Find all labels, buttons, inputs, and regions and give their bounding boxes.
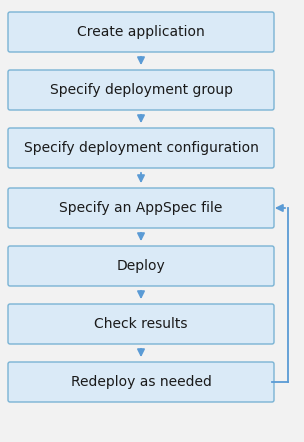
FancyBboxPatch shape	[8, 246, 274, 286]
Text: Redeploy as needed: Redeploy as needed	[71, 375, 212, 389]
Text: Specify deployment group: Specify deployment group	[50, 83, 233, 97]
Text: Deploy: Deploy	[117, 259, 165, 273]
FancyBboxPatch shape	[8, 12, 274, 52]
Text: Specify an AppSpec file: Specify an AppSpec file	[59, 201, 223, 215]
FancyBboxPatch shape	[8, 304, 274, 344]
FancyBboxPatch shape	[8, 362, 274, 402]
FancyBboxPatch shape	[8, 188, 274, 228]
Text: Specify deployment configuration: Specify deployment configuration	[24, 141, 258, 155]
Text: Create application: Create application	[77, 25, 205, 39]
FancyBboxPatch shape	[8, 70, 274, 110]
FancyBboxPatch shape	[8, 128, 274, 168]
Text: Check results: Check results	[94, 317, 188, 331]
